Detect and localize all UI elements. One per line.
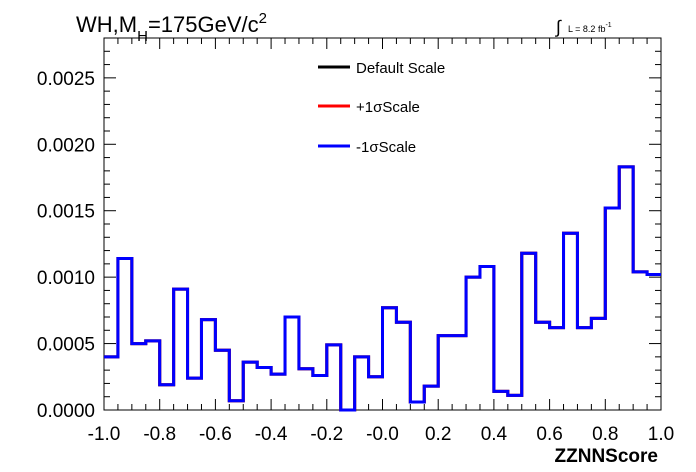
title-rest: =175GeV/c: [148, 12, 259, 37]
x-tick-label: -1.0: [88, 424, 121, 445]
y-tick-label: 0.0025: [37, 69, 95, 90]
legend-label-minus1sigma: -1σScale: [356, 139, 416, 156]
y-tick-label: 0.0020: [37, 135, 95, 156]
x-tick-label: -0.4: [255, 424, 288, 445]
lumi-superscript: -1: [605, 22, 611, 29]
x-tick-label: -0.2: [310, 424, 343, 445]
lumi-text: L = 8.2 fb: [568, 24, 605, 34]
x-tick-label: -0.6: [199, 424, 232, 445]
y-tick-label: 0.0015: [37, 202, 95, 223]
integral-sign: ∫: [554, 17, 562, 37]
axis-ticks: [103, 37, 662, 411]
y-tick-labels: 0.0000 0.0005 0.0010 0.0015 0.0020 0.0025: [37, 69, 95, 422]
legend-label-default: Default Scale: [356, 60, 445, 77]
series-group: [104, 165, 661, 412]
x-tick-label: 0.6: [536, 424, 562, 445]
y-tick-label: 0.0010: [37, 268, 95, 289]
series-line-2: [104, 165, 661, 412]
title-main: WH,M: [76, 12, 137, 37]
legend: Default Scale +1σScale -1σScale: [318, 60, 445, 156]
x-tick-label: 1.0: [648, 424, 674, 445]
x-tick-labels: -1.0 -0.8 -0.6 -0.4 -0.2 -0.0 0.2 0.4 0.6 0.8 1.0: [88, 424, 675, 445]
lumi-label: L = 8.2 fb-1: [568, 22, 612, 34]
y-tick-label: 0.0005: [37, 335, 95, 356]
x-tick-label: -0.0: [366, 424, 399, 445]
x-tick-label: -0.8: [143, 424, 176, 445]
chart-title: WH,MH=175GeV/c2: [76, 10, 267, 45]
title-superscript: 2: [259, 10, 267, 27]
x-tick-label: 0.4: [481, 424, 508, 445]
x-axis-title: ZZNNScore: [555, 446, 658, 467]
x-tick-label: 0.8: [592, 424, 618, 445]
title-subscript: H: [137, 28, 148, 45]
legend-label-plus1sigma: +1σScale: [356, 99, 420, 116]
y-tick-label: 0.0000: [37, 401, 95, 422]
x-tick-label: 0.2: [425, 424, 451, 445]
